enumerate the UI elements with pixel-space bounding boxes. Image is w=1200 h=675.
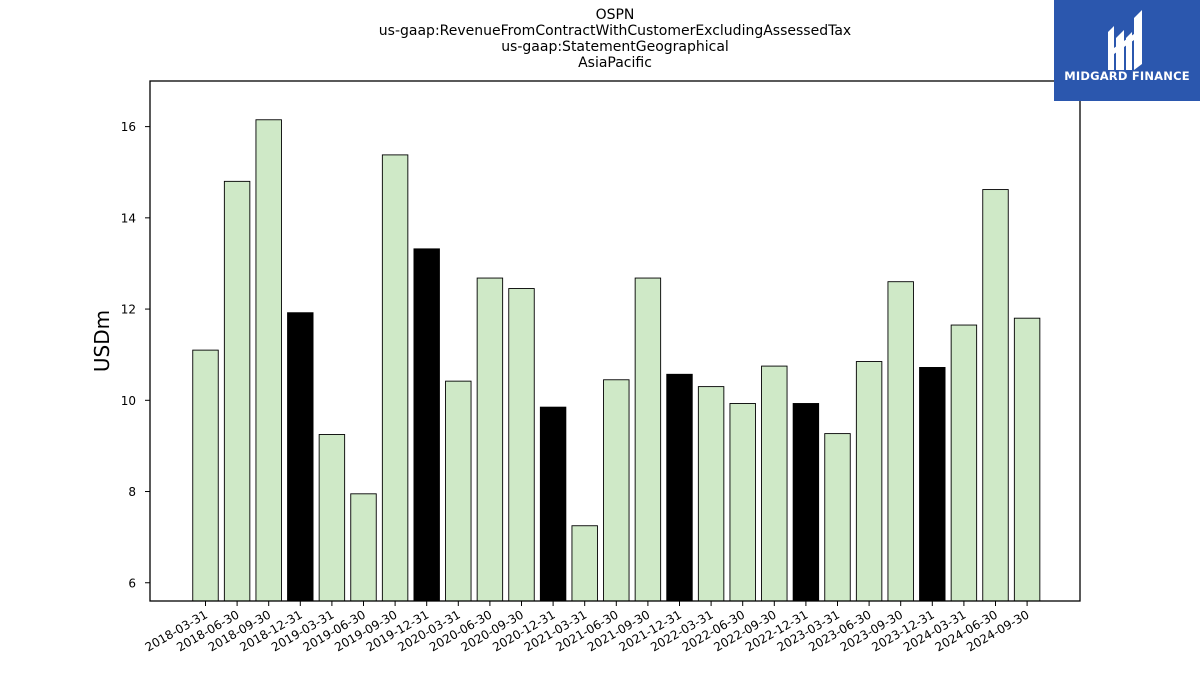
bar-2023-09-30 <box>887 281 914 602</box>
bar-2022-09-30 <box>761 365 788 602</box>
midgard-finance-logo: MIDGARD FINANCE <box>1054 0 1200 101</box>
bar-2021-09-30 <box>634 277 662 602</box>
bars-group <box>192 119 1041 602</box>
bar-2020-09-30 <box>508 288 535 602</box>
bar-2020-12-31 <box>539 406 567 602</box>
bar-2022-12-31 <box>792 403 820 602</box>
bar-2023-12-31 <box>919 367 946 602</box>
bar-2018-12-31 <box>287 312 314 602</box>
logo-mark-icon <box>1108 10 1142 70</box>
chart-title-ticker: OSPN <box>595 7 635 23</box>
bar-2024-03-31 <box>950 324 978 602</box>
x-axis: 2018-03-312018-06-302018-09-302018-12-31… <box>143 601 1032 654</box>
y-tick-label: 6 <box>128 576 136 590</box>
bar-2019-06-30 <box>350 493 377 602</box>
bar-2018-09-30 <box>255 119 282 602</box>
bar-2018-03-31 <box>192 349 219 602</box>
bar-2019-09-30 <box>381 154 409 602</box>
chart-title-axis: us-gaap:StatementGeographical <box>501 39 729 55</box>
y-axis: 6 8 10 12 14 16 <box>121 120 150 590</box>
chart-title: OSPN us-gaap:RevenueFromContractWithCust… <box>150 7 1080 71</box>
y-tick-label: 14 <box>121 211 136 225</box>
bar-2020-06-30 <box>476 277 504 602</box>
bar-2020-03-31 <box>445 380 472 602</box>
bar-2023-06-30 <box>855 361 883 602</box>
y-tick-label: 16 <box>121 120 136 134</box>
bar-2019-03-31 <box>318 434 346 602</box>
y-axis-label: USDm <box>90 310 114 372</box>
plot-frame <box>149 80 1081 602</box>
bar-2023-03-31 <box>824 433 851 602</box>
logo-text: MIDGARD FINANCE <box>1064 69 1190 83</box>
bar-2019-12-31 <box>413 248 440 602</box>
bar-2018-06-30 <box>223 180 251 602</box>
bar-2022-03-31 <box>697 386 725 602</box>
bar-2024-09-30 <box>1013 317 1041 602</box>
bar-2021-12-31 <box>666 373 693 602</box>
bar-2024-06-30 <box>982 189 1009 602</box>
chart-title-concept: us-gaap:RevenueFromContractWithCustomerE… <box>378 23 852 39</box>
y-tick-label: 12 <box>121 303 136 317</box>
y-tick-label: 8 <box>128 485 136 499</box>
bar-2021-03-31 <box>571 525 598 602</box>
bar-2021-06-30 <box>603 379 630 602</box>
chart-title-member: AsiaPacific <box>578 55 652 71</box>
y-tick-label: 10 <box>121 394 136 408</box>
bar-2022-06-30 <box>729 403 756 602</box>
